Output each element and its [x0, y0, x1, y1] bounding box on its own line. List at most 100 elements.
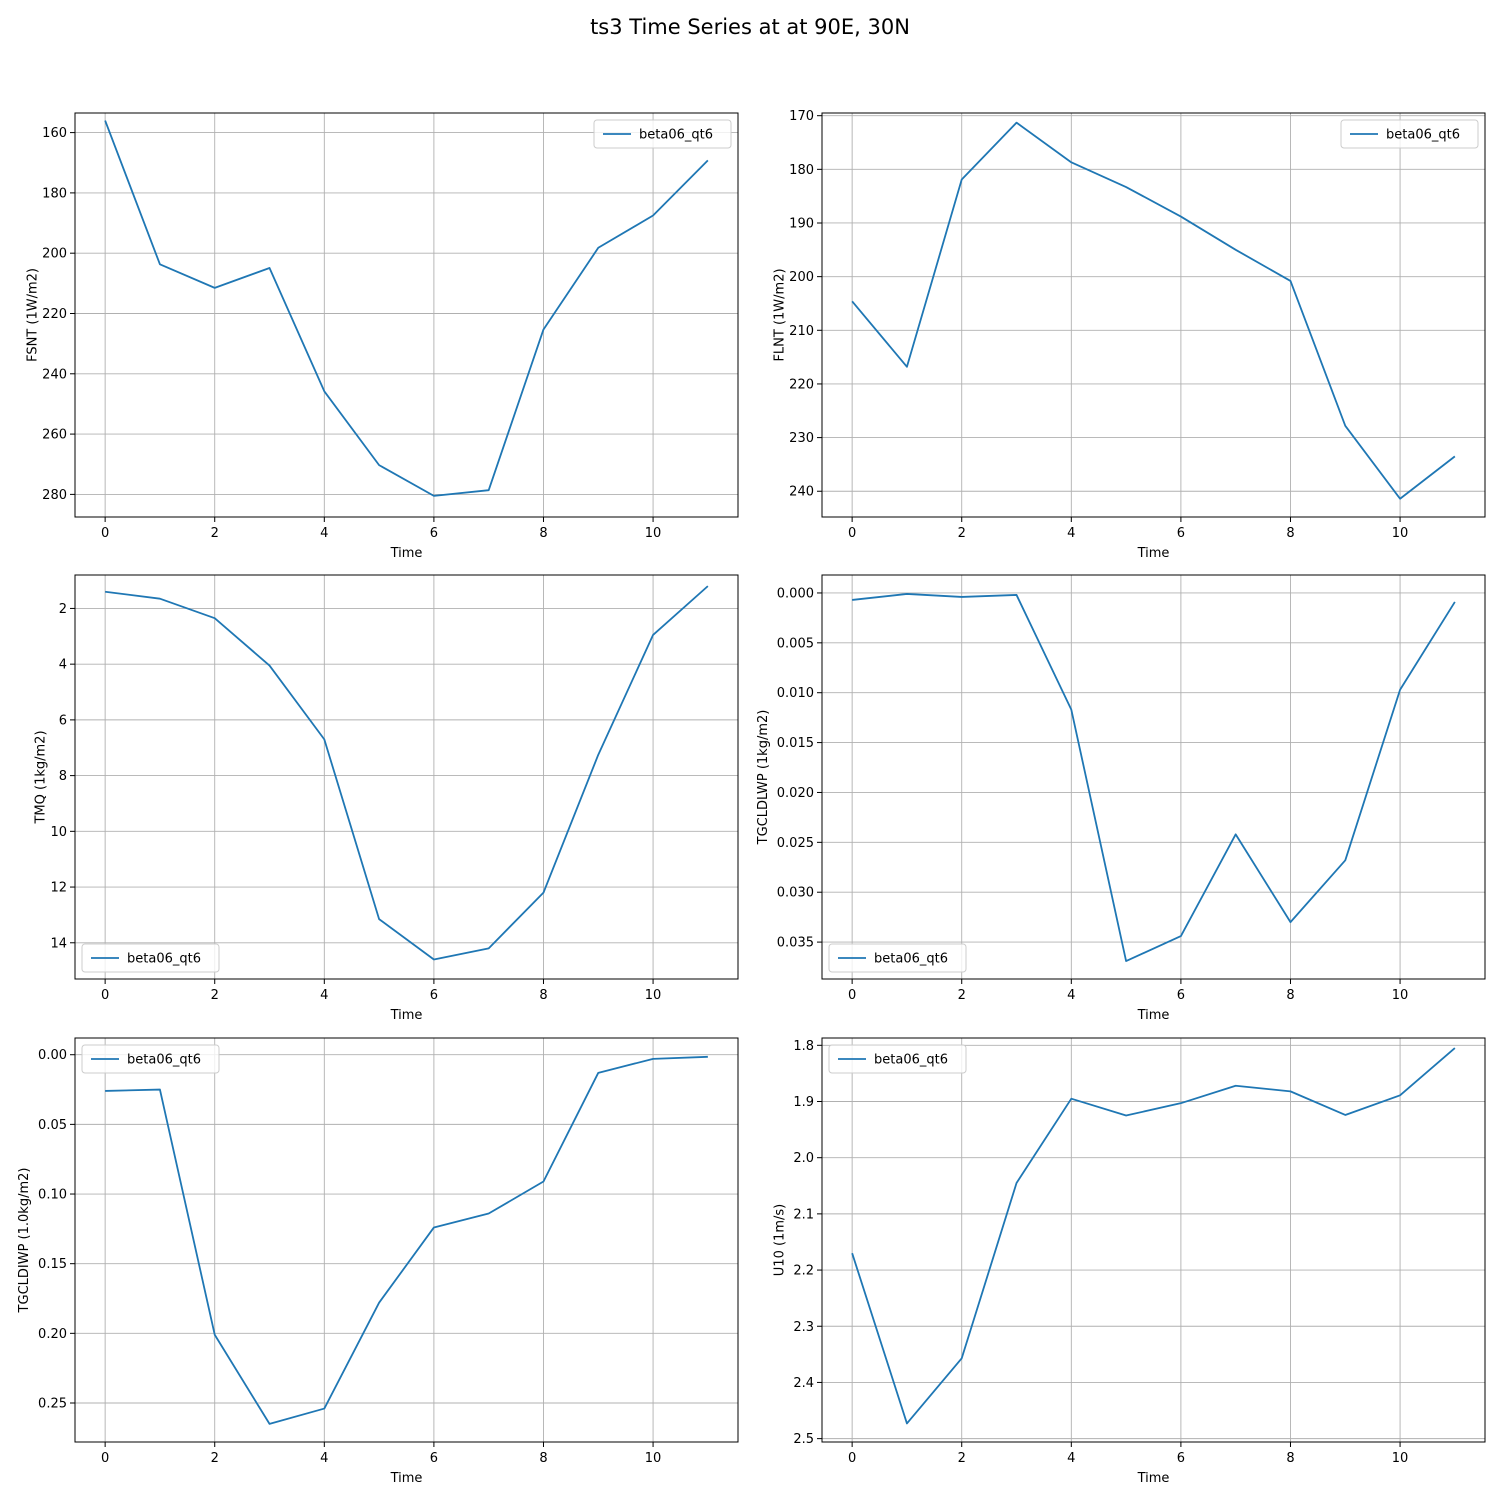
y-tick-label: 0.25: [38, 1396, 67, 1411]
x-tick-label: 4: [320, 526, 328, 541]
y-tick-label: 2.1: [793, 1207, 814, 1222]
y-tick-label: 2.3: [793, 1320, 814, 1335]
y-tick-label: 240: [42, 367, 67, 382]
axes-frame: [74, 574, 739, 980]
x-tick-label: 0: [101, 988, 109, 1003]
y-tick-label: 280: [42, 488, 67, 503]
x-tick-label: 6: [430, 526, 438, 541]
x-axis-label: Time: [390, 546, 423, 561]
y-tick-label: 0.015: [777, 736, 814, 751]
y-axis-label: TGCLDIWP (1.0kg/m2): [17, 1168, 32, 1314]
y-tick-label: 0.20: [38, 1327, 67, 1342]
series-line: [105, 585, 709, 961]
x-axis-label: Time: [390, 1008, 423, 1023]
y-tick-label: 0.10: [38, 1188, 67, 1203]
y-tick-label: 0.05: [38, 1118, 67, 1133]
subplot-6: 0 2 4 6 8 10 1.8 1.9 2.0 2.1 2.2 2.3 2.4 2.5 Time U10 (…: [772, 1037, 1486, 1486]
legend-label: beta06_qt6: [127, 952, 201, 967]
x-tick-label: 8: [539, 988, 547, 1003]
x-tick-label: 6: [1177, 988, 1185, 1003]
x-tick-label: 8: [1286, 1451, 1294, 1466]
subplot-3: 0 2 4 6 8 10 2 4 6 8 10 12 14 Time TMQ (1kg/m2) beta06_…: [34, 574, 739, 1023]
y-tick-label: 210: [789, 324, 814, 339]
subplot-2: 0 2 4 6 8 10 170 180 190 200 210 220 230 240 Time FLNT …: [772, 109, 1486, 561]
axes-frame: [821, 574, 1486, 980]
subplot-5: 0 2 4 6 8 10 0.00 0.05 0.10 0.15 0.20 0.25 Time TGCLD…: [17, 1037, 739, 1486]
legend-label: beta06_qt6: [874, 952, 948, 967]
y-tick-label: 0.005: [777, 636, 814, 651]
series-line: [851, 121, 1456, 500]
x-axis-label: Time: [1137, 546, 1170, 561]
x-tick-label: 4: [1067, 526, 1075, 541]
y-tick-label: 0.030: [777, 886, 814, 901]
y-tick-label: 200: [789, 270, 814, 285]
subplot-4: 0 2 4 6 8 10 0.000 0.005 0.010 0.015 0.020 0.025 0.0…: [756, 574, 1486, 1023]
series-line: [852, 593, 1456, 962]
y-tick-label: 2.2: [793, 1264, 814, 1279]
x-tick-label: 6: [1177, 1451, 1185, 1466]
x-tick-label: 10: [645, 988, 662, 1003]
legend-box: [1340, 119, 1479, 149]
legend-box: [828, 1044, 967, 1074]
x-tick-label: 2: [211, 526, 219, 541]
y-tick-label: 0.035: [777, 936, 814, 951]
y-tick-label: 180: [42, 186, 67, 201]
y-axis-label: TMQ (1kg/m2): [34, 730, 49, 824]
legend-label: beta06_qt6: [874, 1053, 948, 1068]
x-tick-label: 4: [320, 988, 328, 1003]
x-tick-label: 10: [1392, 1451, 1409, 1466]
x-tick-label: 6: [430, 988, 438, 1003]
y-tick-label: 190: [789, 216, 814, 231]
legend: beta06_qt6: [1340, 119, 1479, 149]
y-tick-label: 6: [59, 713, 67, 728]
x-tick-label: 10: [645, 1451, 662, 1466]
x-tick-label: 8: [1286, 988, 1294, 1003]
y-axis-label: FSNT (1W/m2): [25, 268, 40, 362]
x-tick-label: 8: [1286, 526, 1294, 541]
legend: beta06_qt6: [828, 1044, 967, 1074]
legend-label: beta06_qt6: [639, 128, 713, 143]
series-line: [104, 120, 709, 497]
x-tick-label: 10: [1392, 988, 1409, 1003]
y-tick-label: 14: [50, 936, 67, 951]
legend-box: [828, 943, 967, 973]
x-tick-label: 0: [848, 526, 856, 541]
y-tick-label: 2.0: [793, 1151, 814, 1166]
x-tick-label: 0: [848, 988, 856, 1003]
y-tick-label: 0.010: [777, 686, 814, 701]
y-tick-label: 4: [59, 658, 67, 673]
axes-frame: [821, 1037, 1486, 1443]
y-tick-label: 200: [42, 247, 67, 262]
y-tick-label: 0.15: [38, 1257, 67, 1272]
x-tick-label: 0: [101, 526, 109, 541]
legend-label: beta06_qt6: [1386, 128, 1460, 143]
x-tick-label: 2: [958, 526, 966, 541]
subplot-1: 0 2 4 6 8 10 160 180 200 220 240 260 280 Time FSNT (1W…: [25, 112, 739, 561]
x-tick-label: 6: [430, 1451, 438, 1466]
x-tick-label: 8: [539, 1451, 547, 1466]
y-tick-label: 220: [789, 377, 814, 392]
legend-box: [81, 943, 220, 973]
legend: beta06_qt6: [81, 1044, 220, 1074]
y-tick-label: 0.025: [777, 836, 814, 851]
x-tick-label: 4: [1067, 988, 1075, 1003]
y-tick-label: 170: [789, 109, 814, 124]
legend-box: [593, 119, 732, 149]
series-line: [105, 1055, 708, 1425]
y-tick-label: 2.5: [793, 1432, 814, 1447]
x-tick-label: 10: [645, 526, 662, 541]
y-tick-label: 2.4: [793, 1376, 814, 1391]
y-tick-label: 1.8: [793, 1039, 814, 1054]
y-tick-label: 10: [50, 825, 67, 840]
y-tick-label: 12: [50, 881, 67, 896]
x-tick-label: 2: [211, 988, 219, 1003]
x-tick-label: 4: [320, 1451, 328, 1466]
x-tick-label: 8: [539, 526, 547, 541]
legend-box: [81, 1044, 220, 1074]
y-tick-label: 160: [42, 126, 67, 141]
y-tick-label: 2: [59, 602, 67, 617]
x-tick-label: 2: [211, 1451, 219, 1466]
axes-frame: [74, 1037, 739, 1443]
y-tick-label: 240: [789, 485, 814, 500]
x-tick-label: 10: [1392, 526, 1409, 541]
